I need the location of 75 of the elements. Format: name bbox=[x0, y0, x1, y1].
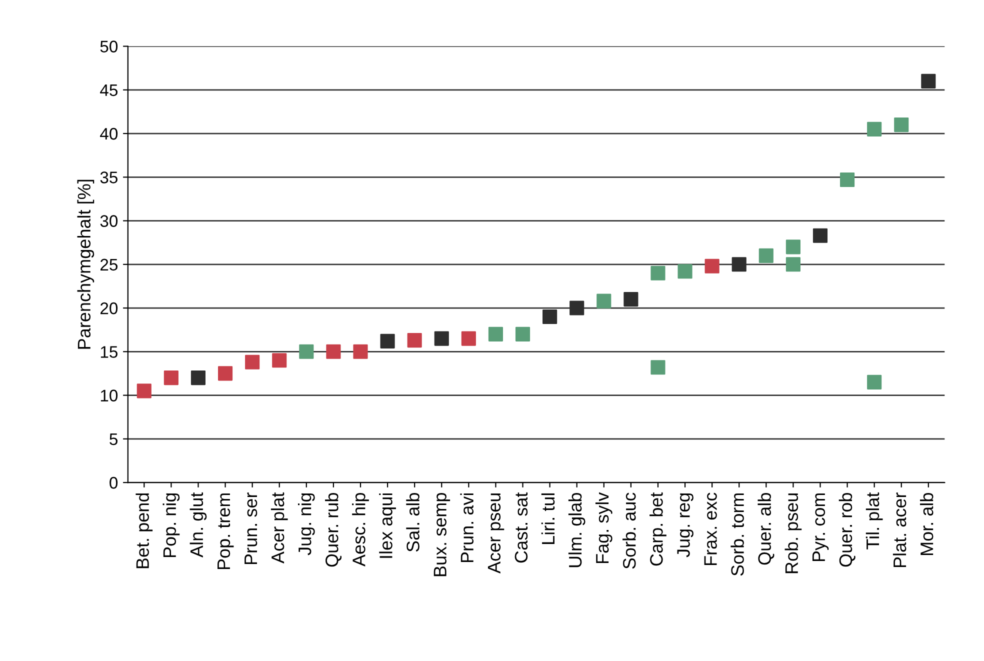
x-tick-label: Frax. exc bbox=[704, 492, 717, 566]
point bbox=[650, 266, 666, 280]
point bbox=[218, 366, 233, 381]
point bbox=[786, 257, 800, 272]
point bbox=[704, 258, 720, 274]
x-tick-label: Quer. rub bbox=[325, 493, 342, 567]
point bbox=[190, 370, 206, 386]
point bbox=[867, 374, 882, 390]
x-tick-label: Plat. acer bbox=[892, 492, 906, 568]
point bbox=[921, 74, 936, 88]
x-tick-label: Jug. nig bbox=[298, 493, 315, 556]
point bbox=[786, 240, 800, 254]
point bbox=[624, 292, 638, 307]
x-tick-label: Quer. rob bbox=[838, 493, 856, 567]
y-tick-label: 15 bbox=[100, 346, 118, 358]
point bbox=[758, 248, 774, 263]
x-tick-label: Ulm. glab bbox=[568, 493, 586, 568]
x-tick-label: Aesc. hip bbox=[352, 493, 369, 566]
y-tick-label: 20 bbox=[100, 302, 118, 314]
point bbox=[867, 122, 882, 136]
x-tick-label: Quer. alb bbox=[758, 493, 774, 565]
y-tick-label: 35 bbox=[100, 172, 118, 184]
x-tick-label: Cast. sat bbox=[514, 492, 528, 563]
x-tick-label: Til. plat bbox=[866, 492, 883, 550]
point bbox=[461, 331, 476, 346]
y-axis-title: Parenchymgehalt [%] bbox=[77, 180, 94, 349]
y-tick-label: 50 bbox=[100, 40, 118, 52]
x-tick-label: Fag. sylv bbox=[595, 492, 612, 564]
y-tick-label: 10 bbox=[100, 390, 118, 402]
x-tick-label: Bet. pend bbox=[136, 493, 153, 568]
x-tick-label: Acer pseu bbox=[488, 493, 504, 574]
point bbox=[515, 326, 530, 342]
point bbox=[488, 326, 503, 342]
point bbox=[678, 264, 692, 279]
point bbox=[570, 300, 584, 316]
point bbox=[732, 257, 746, 272]
x-tick-label: Prun. avi bbox=[460, 493, 474, 562]
point bbox=[245, 354, 260, 370]
point bbox=[164, 370, 178, 386]
x-tick-label: Rob. pseu bbox=[784, 493, 802, 574]
point bbox=[894, 118, 909, 132]
x-tick-label: Sorb. auc bbox=[622, 492, 636, 569]
y-tick-label: 40 bbox=[100, 128, 118, 140]
point bbox=[596, 294, 612, 308]
x-tick-label: Bux. semp bbox=[434, 493, 450, 576]
x-tick-label: Liri. tul bbox=[541, 493, 555, 544]
y-tick-label: 25 bbox=[100, 258, 118, 271]
point bbox=[840, 172, 855, 188]
point bbox=[353, 344, 368, 359]
x-tick-label: Ilex aqui bbox=[379, 493, 396, 558]
point bbox=[434, 331, 449, 346]
point bbox=[407, 333, 422, 348]
x-tick-label: Pyr. com bbox=[812, 493, 829, 561]
point bbox=[542, 309, 558, 324]
x-tick-label: Sal. alb bbox=[406, 493, 420, 552]
x-tick-label: Pop. trem bbox=[218, 493, 234, 570]
x-tick-label: Prun. ser bbox=[244, 492, 258, 564]
point bbox=[380, 334, 395, 348]
y-tick-label: 45 bbox=[100, 84, 118, 96]
x-tick-label: Mor. alb bbox=[920, 493, 934, 555]
point bbox=[272, 353, 287, 368]
point bbox=[650, 360, 666, 375]
x-tick-label: Aln. glut bbox=[190, 492, 207, 558]
point bbox=[812, 228, 828, 243]
x-tick-label: Sorb. torm bbox=[730, 493, 744, 576]
point bbox=[326, 344, 341, 359]
y-tick-label: 30 bbox=[100, 215, 118, 227]
point bbox=[299, 344, 314, 359]
point bbox=[136, 384, 152, 398]
y-tick-label: 0 bbox=[110, 476, 118, 489]
x-tick-label: Acer plat bbox=[270, 492, 288, 564]
y-tick-label: 5 bbox=[110, 433, 118, 446]
x-tick-label: Carp. bet bbox=[650, 492, 666, 566]
x-tick-label: Pop. nig bbox=[162, 493, 180, 558]
x-tick-label: Jug. reg bbox=[677, 493, 694, 558]
